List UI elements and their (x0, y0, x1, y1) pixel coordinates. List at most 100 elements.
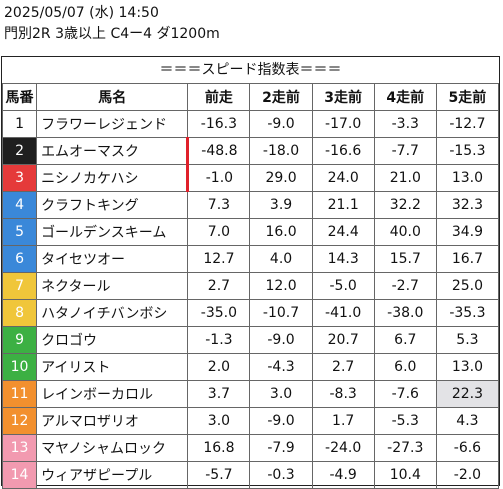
speed-index-value: 10.4 (373, 461, 437, 489)
speed-index-value: -7.6 (373, 380, 437, 408)
horse-number: 3 (1, 164, 38, 192)
speed-index-value: 7.3 (187, 191, 251, 219)
table-body: 1 フラワーレジェンド -16.3 -9.0 -17.0 -3.3 -12.7 2 エムオーマス… (1, 110, 500, 489)
speed-index-value: -9.0 (249, 407, 313, 435)
speed-index-value: 13.0 (435, 164, 500, 192)
horse-number: 1 (1, 110, 38, 138)
speed-index-value: -41.0 (311, 299, 375, 327)
speed-index-value: 3.0 (187, 407, 251, 435)
table-row: 2 エムオーマスク -48.8 -18.0 -16.6 -7.7 -15.3 (1, 137, 500, 165)
speed-index-value: -18.0 (249, 137, 313, 165)
horse-number: 14 (1, 461, 38, 489)
race-datetime: 2025/05/07 (水) 14:50 (4, 5, 159, 21)
speed-index-value: -16.6 (311, 137, 375, 165)
speed-index-value: 13.0 (435, 353, 500, 381)
speed-index-value: -0.3 (249, 461, 313, 489)
horse-number: 9 (1, 326, 38, 354)
speed-index-value: 22.3 (435, 380, 500, 408)
horse-name: タイセツオー (36, 245, 189, 273)
table-row: 6 タイセツオー 12.7 4.0 14.3 15.7 16.7 (1, 245, 500, 273)
table-row: 4 クラフトキング 7.3 3.9 21.1 32.2 32.3 (1, 191, 500, 219)
speed-index-value: -5.7 (187, 461, 251, 489)
speed-index-value: 24.4 (311, 218, 375, 246)
col-header-horse-name: 馬名 (36, 83, 189, 111)
speed-index-value: 25.0 (435, 272, 500, 300)
speed-index-value: 21.1 (311, 191, 375, 219)
col-header-4-races-ago: 4走前 (373, 83, 437, 111)
speed-index-value: 4.0 (249, 245, 313, 273)
speed-index-value: -1.0 (187, 164, 251, 192)
horse-name: マヤノシャムロック (36, 434, 189, 462)
speed-index-value: -4.9 (311, 461, 375, 489)
horse-name: ネクタール (36, 272, 189, 300)
table-row: 5 ゴールデンスキーム 7.0 16.0 24.4 40.0 34.9 (1, 218, 500, 246)
speed-index-value: 24.0 (311, 164, 375, 192)
speed-index-value: -35.3 (435, 299, 500, 327)
speed-index-value: 16.7 (435, 245, 500, 273)
table-banner: ＝＝＝スピード指数表＝＝＝ (2, 57, 499, 84)
table-header-row: 馬番 馬名 前走 2走前 3走前 4走前 5走前 (1, 83, 500, 111)
speed-index-value: 3.0 (249, 380, 313, 408)
speed-index-value: 3.7 (187, 380, 251, 408)
horse-name: クロゴウ (36, 326, 189, 354)
table-row: 7 ネクタール 2.7 12.0 -5.0 -2.7 25.0 (1, 272, 500, 300)
speed-index-value: -4.3 (249, 353, 313, 381)
speed-index-value: -1.3 (187, 326, 251, 354)
speed-index-value: 40.0 (373, 218, 437, 246)
speed-index-value: 16.0 (249, 218, 313, 246)
speed-index-value: -9.0 (249, 110, 313, 138)
speed-index-value: 16.8 (187, 434, 251, 462)
col-header-last-race: 前走 (187, 83, 251, 111)
horse-name: ニシノカケハシ (36, 164, 190, 192)
horse-name: ウィアザピープル (36, 461, 189, 489)
horse-number: 11 (1, 380, 38, 408)
horse-number: 2 (1, 137, 38, 165)
horse-number: 8 (1, 299, 38, 327)
table-row: 11 レインボーカロル 3.7 3.0 -8.3 -7.6 22.3 (1, 380, 500, 408)
horse-number: 4 (1, 191, 38, 219)
horse-number: 13 (1, 434, 38, 462)
speed-index-value: 2.0 (187, 353, 251, 381)
speed-index-value: 12.7 (187, 245, 251, 273)
col-header-3-races-ago: 3走前 (311, 83, 375, 111)
speed-index-value: 21.0 (373, 164, 437, 192)
speed-index-value: -7.9 (249, 434, 313, 462)
speed-index-value: -48.8 (187, 137, 251, 165)
table-row: 3 ニシノカケハシ -1.0 29.0 24.0 21.0 13.0 (1, 164, 500, 192)
horse-name: ハタノイチバンボシ (36, 299, 189, 327)
speed-index-value: -8.3 (311, 380, 375, 408)
speed-index-value: 14.3 (311, 245, 375, 273)
col-header-2-races-ago: 2走前 (249, 83, 313, 111)
speed-index-value: -27.3 (373, 434, 437, 462)
speed-index-value: -17.0 (311, 110, 375, 138)
table-row: 10 アイリスト 2.0 -4.3 2.7 6.0 13.0 (1, 353, 500, 381)
speed-index-value: -16.3 (187, 110, 251, 138)
speed-index-value: -38.0 (373, 299, 437, 327)
horse-number: 10 (1, 353, 38, 381)
speed-index-value: 6.7 (373, 326, 437, 354)
table-row: 9 クロゴウ -1.3 -9.0 20.7 6.7 5.3 (1, 326, 500, 354)
speed-index-value: -3.3 (373, 110, 437, 138)
speed-index-value: -5.0 (311, 272, 375, 300)
speed-index-value: 4.3 (435, 407, 500, 435)
horse-name: レインボーカロル (36, 380, 189, 408)
speed-index-value: -7.7 (373, 137, 437, 165)
horse-name: クラフトキング (36, 191, 189, 219)
horse-number: 12 (1, 407, 38, 435)
speed-index-table: 馬番 馬名 前走 2走前 3走前 4走前 5走前 1 フラワーレジェンド -16.3… (1, 83, 500, 489)
speed-index-value: -15.3 (435, 137, 500, 165)
horse-name: ゴールデンスキーム (36, 218, 189, 246)
speed-index-value: -10.7 (249, 299, 313, 327)
speed-index-value: -2.7 (373, 272, 437, 300)
speed-index-value: -35.0 (187, 299, 251, 327)
speed-index-value: 5.3 (435, 326, 500, 354)
speed-index-value: -12.7 (435, 110, 500, 138)
speed-index-value: -2.0 (435, 461, 500, 489)
speed-index-value: 32.3 (435, 191, 500, 219)
speed-index-value: 2.7 (311, 353, 375, 381)
horse-name: フラワーレジェンド (36, 110, 189, 138)
horse-name: アイリスト (36, 353, 189, 381)
race-header: 2025/05/07 (水) 14:50 門別2R 3歳以上 C4ー4 ダ120… (4, 3, 220, 45)
horse-number: 7 (1, 272, 38, 300)
speed-index-value: -6.6 (435, 434, 500, 462)
